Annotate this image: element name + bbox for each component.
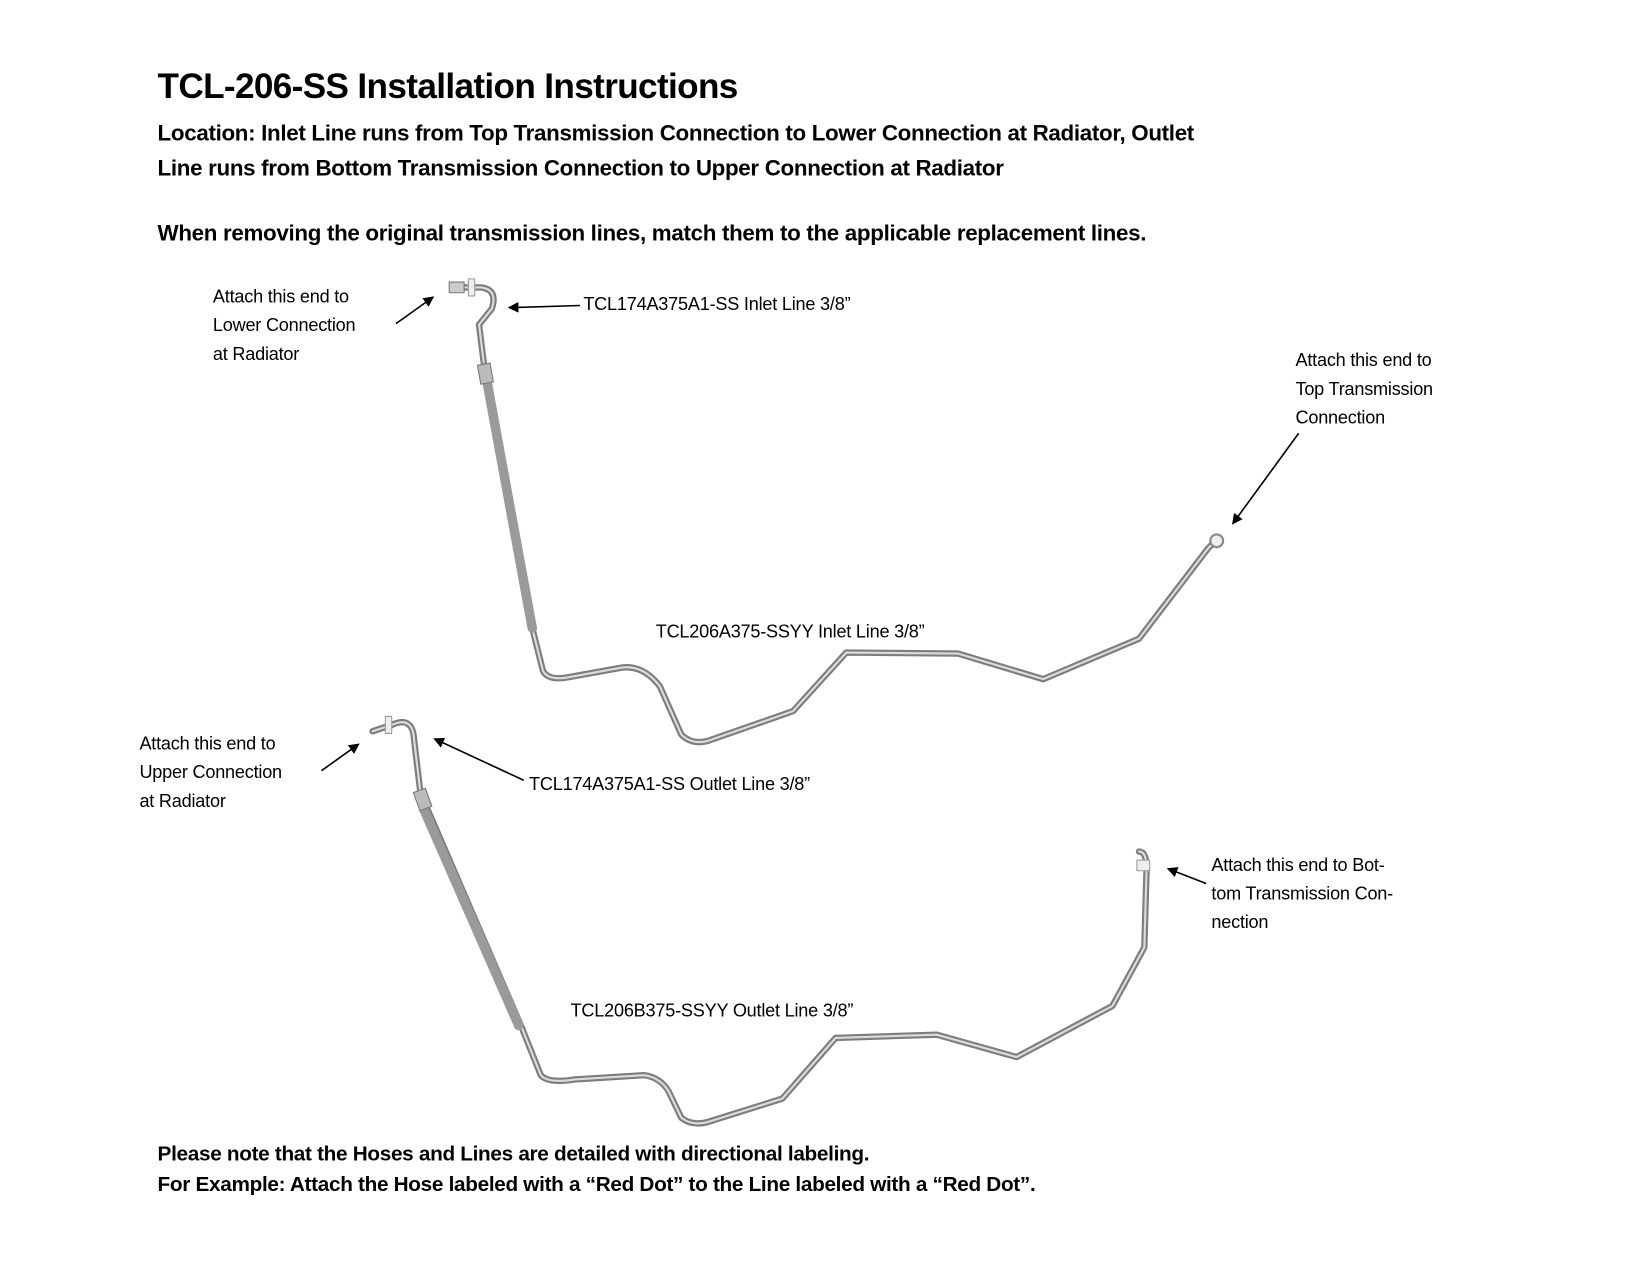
outlet-radiator-end-label: Attach this end to Upper Connection at R… (139, 733, 282, 812)
inlet-line-pipe (448, 278, 1225, 746)
inlet-hose-label: TCL174A375A1-SS Inlet Line 3/8” (583, 293, 851, 315)
location-text-line1: Location: Inlet Line runs from Top Trans… (157, 121, 1195, 146)
arrow-inlet-transmission-end (1232, 432, 1300, 525)
instruction-text: When removing the original transmission … (157, 221, 1147, 246)
location-text-line2: Line runs from Bottom Transmission Conne… (157, 156, 1004, 181)
arrow-outlet-transmission-end (1166, 867, 1207, 885)
outlet-line-pipe (369, 715, 1151, 1127)
page-title: TCL-206-SS Installation Instructions (157, 65, 739, 106)
footer-note-line1: Please note that the Hoses and Lines are… (157, 1142, 870, 1166)
arrow-outlet-radiator-end (321, 743, 360, 772)
arrow-inlet-radiator-end (395, 296, 435, 325)
callout-arrows (321, 296, 1300, 885)
outlet-hose-label: TCL174A375A1-SS Outlet Line 3/8” (529, 773, 810, 795)
arrow-outlet-hose (433, 737, 525, 782)
inlet-line-label: TCL206A375-SSYY Inlet Line 3/8” (655, 621, 925, 642)
outlet-transmission-end-label: Attach this end to Bot- tom Transmission… (1211, 854, 1393, 933)
outlet-line-label: TCL206B375-SSYY Outlet Line 3/8” (570, 1000, 854, 1021)
footer-note-line2: For Example: Attach the Hose labeled wit… (157, 1173, 1036, 1197)
inlet-radiator-end-label: Attach this end to Lower Connection at R… (212, 286, 356, 365)
arrow-inlet-hose (507, 302, 581, 313)
inlet-transmission-end-label: Attach this end to Top Transmission Conn… (1295, 350, 1433, 428)
